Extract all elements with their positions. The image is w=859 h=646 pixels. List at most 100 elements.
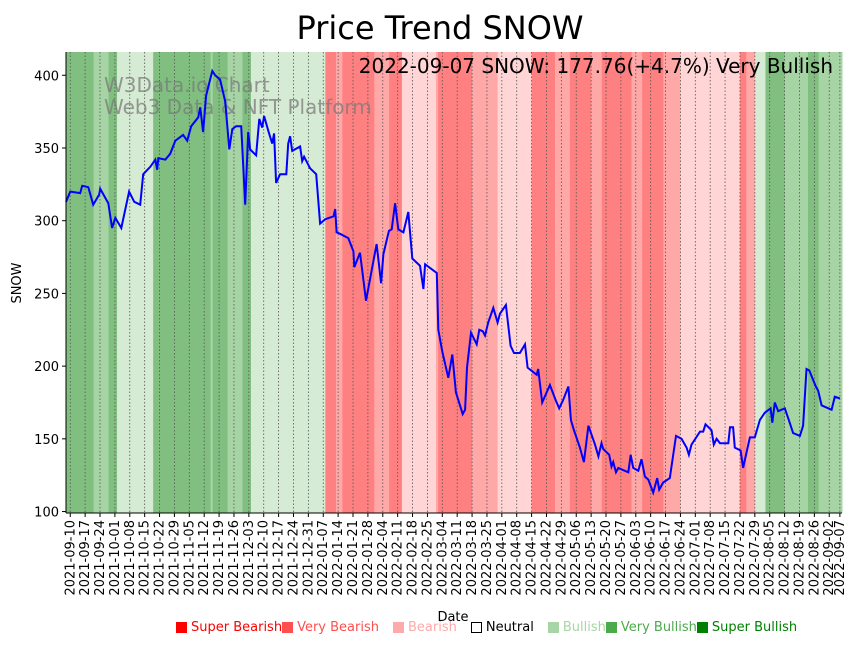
x-tick-label: 2022-03-11	[450, 520, 465, 596]
legend-label: Bearish	[407, 620, 457, 635]
sentiment-band	[631, 52, 643, 513]
x-tick-label: 2021-10-22	[153, 520, 168, 596]
sentiment-band	[554, 52, 571, 513]
x-tick-label: 2021-09-24	[93, 520, 108, 596]
x-tick-label: 2022-06-10	[644, 520, 659, 596]
x-tick-label: 2022-02-11	[391, 520, 406, 596]
legend-label: Very Bullish	[620, 620, 697, 635]
legend-swatch	[176, 622, 187, 633]
x-tick-label: 2022-01-14	[331, 520, 346, 596]
x-tick-label: 2022-05-27	[614, 520, 629, 596]
x-tick-label: 2021-12-31	[301, 520, 316, 596]
legend-label: Super Bearish	[191, 620, 283, 635]
sentiment-band	[210, 52, 214, 513]
x-tick-label: 2022-07-01	[688, 520, 703, 596]
sentiment-band	[336, 52, 343, 513]
chart-title: Price Trend SNOW	[296, 9, 583, 47]
sentiment-band	[746, 52, 756, 513]
x-tick-label: 2021-11-19	[212, 520, 227, 596]
x-tick-label: 2022-08-05	[763, 520, 778, 596]
sentiment-band	[66, 52, 95, 513]
legend-item: Super Bearish	[176, 620, 282, 635]
sentiment-band	[754, 52, 766, 513]
x-tick-label: 2022-04-01	[495, 520, 510, 596]
x-tick-label: 2022-02-04	[376, 520, 391, 596]
sentiment-band	[250, 52, 326, 513]
legend-label: Neutral	[485, 620, 534, 635]
legend-swatch	[605, 622, 617, 633]
x-tick-label: 2022-07-22	[733, 520, 748, 596]
sentiment-band	[765, 52, 786, 513]
watermark: W3Data.io Chart Web3 Data & NFT Platform	[104, 73, 372, 119]
sentiment-band	[93, 52, 110, 513]
sentiment-band	[472, 52, 499, 513]
legend-swatch	[392, 622, 404, 633]
sentiment-band	[601, 52, 633, 513]
x-tick-label: 2022-02-25	[420, 520, 435, 596]
sentiment-band	[739, 52, 747, 513]
x-tick-label: 2022-05-20	[599, 520, 614, 596]
x-tick-label: 2022-04-08	[510, 520, 525, 596]
legend-item: Very Bearish	[282, 620, 379, 635]
x-tick-label: 2022-09-02	[822, 520, 837, 596]
x-tick-label: 2022-03-04	[435, 520, 450, 596]
x-tick-label: 2021-10-08	[123, 520, 138, 596]
x-tick-label: 2022-06-24	[673, 520, 688, 596]
y-tick-label: 300	[34, 215, 59, 230]
legend-item: Super Bullish	[696, 620, 797, 635]
y-tick-label: 150	[34, 433, 59, 448]
y-tick-label: 100	[34, 506, 59, 521]
x-tick-label: 2022-04-29	[554, 520, 569, 596]
sentiment-band	[784, 52, 809, 513]
sentiment-band	[389, 52, 403, 513]
y-tick-label: 400	[34, 69, 59, 84]
sentiment-band	[531, 52, 556, 513]
x-tick-label: 2022-07-29	[748, 520, 763, 596]
legend-label: Very Bearish	[297, 620, 379, 635]
price-line	[65, 68, 841, 496]
legend-swatch	[282, 622, 294, 633]
x-tick-label: 2022-09-07	[833, 520, 848, 596]
legend-label: Bullish	[562, 620, 606, 635]
legend-swatch	[696, 622, 708, 633]
x-tick-label: 2021-12-03	[242, 520, 257, 596]
x-tick-label: 2021-11-12	[197, 520, 212, 596]
x-tick-label: 2022-07-15	[718, 520, 733, 596]
x-tick-label: 2021-11-26	[227, 520, 242, 596]
x-tick-label: 2022-08-19	[792, 520, 807, 596]
x-tick-label: 2022-06-17	[659, 520, 674, 596]
sentiment-band	[680, 52, 741, 513]
x-tick-label: 2021-09-17	[78, 520, 93, 596]
x-tick-label: 2021-10-01	[108, 520, 123, 596]
sentiment-band	[663, 52, 681, 513]
price-annotation: 2022-09-07 SNOW: 177.76(+4.7%) Very Bull…	[359, 54, 833, 78]
sentiment-band	[227, 52, 243, 513]
x-tick-label: 2022-03-18	[465, 520, 480, 596]
x-tick-label: 2022-02-18	[406, 520, 421, 596]
sentiment-band	[325, 52, 337, 513]
legend-item: Neutral	[470, 620, 534, 635]
x-tick-label: 2021-12-17	[272, 520, 287, 596]
legend-item: Bullish	[547, 620, 606, 635]
sentiment-band	[642, 52, 664, 513]
x-tick-label: 2021-12-24	[286, 520, 301, 596]
sentiment-band	[212, 52, 229, 513]
x-tick-label: 2022-05-13	[584, 520, 599, 596]
legend-swatch	[470, 622, 482, 633]
x-tick-label: 2021-12-10	[257, 520, 272, 596]
legend-item: Bearish	[392, 620, 457, 635]
watermark-line-1: W3Data.io Chart	[104, 73, 270, 97]
sentiment-band	[117, 52, 154, 513]
sentiment-band	[591, 52, 603, 513]
x-tick-label: 2022-06-03	[629, 520, 644, 596]
sentiment-band	[153, 52, 212, 513]
x-tick-label: 2022-01-21	[346, 520, 361, 596]
x-tick-label: 2021-10-15	[138, 520, 153, 596]
x-tick-label: 2021-11-05	[182, 520, 197, 596]
y-tick-label: 250	[34, 287, 59, 302]
sentiment-band	[818, 52, 843, 513]
y-tick-label: 200	[34, 360, 59, 375]
legend-swatch	[547, 622, 559, 633]
sentiment-band	[569, 52, 592, 513]
